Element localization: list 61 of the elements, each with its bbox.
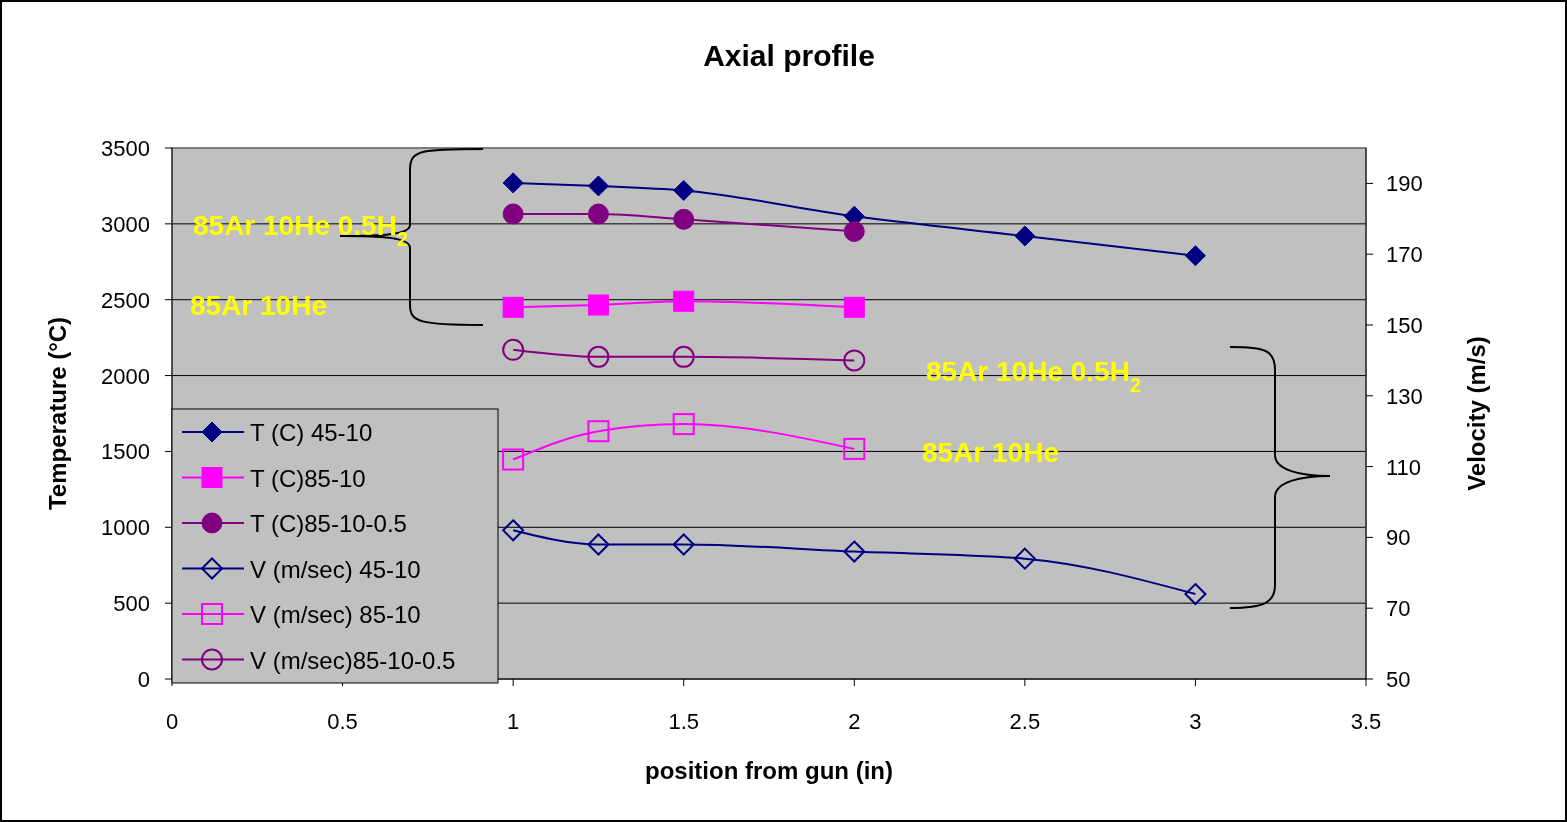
y2-tick-label: 130	[1386, 383, 1423, 409]
point	[843, 540, 866, 563]
y2-tick-label: 70	[1386, 596, 1411, 622]
y2-tick-label: 90	[1386, 525, 1411, 551]
y-tick-label: 0	[137, 667, 150, 692]
point	[502, 519, 525, 542]
y-tick-label: 500	[113, 591, 150, 617]
point	[1013, 547, 1036, 570]
x-tick-label: 2	[848, 709, 861, 734]
y2-tick-label: 110	[1386, 454, 1422, 480]
point	[673, 179, 695, 201]
y-tick-label: 2000	[101, 363, 150, 389]
point	[1184, 245, 1206, 267]
y2-tick-label: 150	[1386, 313, 1423, 338]
point	[673, 208, 695, 230]
point	[1184, 583, 1207, 606]
y2-tick-label: 190	[1386, 171, 1423, 197]
y2-axis-title: Velocity (m/s)	[1463, 336, 1490, 491]
x-tick-label: 3.5	[1350, 709, 1382, 734]
x-axis-title: position from gun (in)	[645, 757, 893, 784]
legend-label: V (m/sec) 85-10	[250, 601, 421, 628]
point	[502, 203, 524, 225]
point	[673, 290, 695, 312]
x-tick-label: 0.5	[327, 709, 358, 734]
y2-tick-label: 170	[1386, 242, 1423, 268]
y-axis-title: Temperature (°C)	[44, 316, 71, 511]
point	[502, 296, 524, 318]
point	[587, 175, 609, 197]
point	[672, 413, 695, 436]
chart-title: Axial profile	[703, 39, 875, 72]
x-tick-label: 1	[507, 709, 520, 734]
x-tick-label: 2.5	[1009, 709, 1041, 734]
point	[502, 448, 525, 471]
legend-label: T (C) 45-10	[250, 419, 373, 446]
point	[502, 338, 525, 361]
y-tick-label: 3500	[101, 136, 150, 161]
point	[502, 172, 524, 194]
point	[587, 345, 610, 368]
point	[587, 420, 610, 443]
point	[587, 294, 609, 316]
x-tick-label: 0	[165, 709, 179, 734]
legend-label: V (m/sec)85-10-0.5	[250, 646, 456, 674]
legend-label: V (m/sec) 45-10	[250, 555, 421, 583]
legend-label: T (C)85-10	[250, 464, 366, 492]
y-tick-label: 3000	[101, 211, 150, 237]
y-tick-label: 1000	[101, 515, 150, 541]
point	[672, 533, 695, 556]
y-tick-label: 1500	[101, 439, 150, 465]
point	[843, 349, 866, 372]
y2-tick-label: 50	[1386, 667, 1411, 692]
x-tick-label: 3	[1189, 709, 1202, 734]
x-tick-label: 1.5	[668, 709, 700, 734]
point	[843, 437, 866, 460]
point	[843, 220, 865, 242]
legend-label: T (C)85-10-0.5	[250, 510, 407, 537]
point	[587, 533, 610, 556]
point	[1014, 225, 1036, 247]
point	[672, 345, 695, 368]
y-tick-label: 2500	[101, 287, 150, 313]
point	[587, 203, 609, 225]
point	[843, 296, 865, 318]
